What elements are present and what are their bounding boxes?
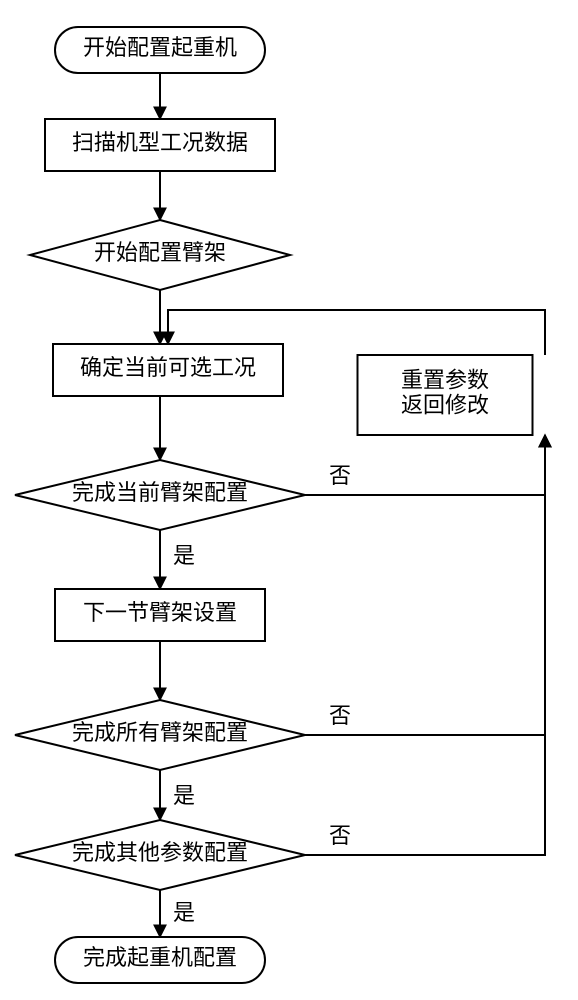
node-label: 完成其他参数配置 (72, 840, 248, 865)
node-label: 开始配置臂架 (94, 240, 226, 265)
edge-label: 否 (329, 703, 351, 728)
node-start: 开始配置起重机 (55, 27, 265, 73)
node-select: 确定当前可选工况 (53, 344, 283, 396)
node-label: 确定当前可选工况 (80, 355, 256, 380)
node-label: 扫描机型工况数据 (72, 130, 248, 155)
node-label: 完成所有臂架配置 (72, 720, 248, 745)
node-label: 重置参数返回修改 (401, 367, 489, 417)
node-label: 完成当前臂架配置 (72, 480, 248, 505)
node-doneOther: 完成其他参数配置 (15, 820, 305, 890)
node-finish: 完成起重机配置 (55, 937, 265, 983)
node-label: 下一节臂架设置 (83, 600, 237, 625)
node-doneCur: 完成当前臂架配置 (15, 460, 305, 530)
edge-label: 否 (329, 823, 351, 848)
nodes-layer: 开始配置起重机扫描机型工况数据开始配置臂架确定当前可选工况 重置参数返回修改完成当… (15, 27, 533, 983)
node-beginArm: 开始配置臂架 (30, 220, 290, 290)
flowchart-canvas: 是是是否否否开始配置起重机扫描机型工况数据开始配置臂架确定当前可选工况重置参数返… (0, 0, 578, 1000)
node-doneAll: 完成所有臂架配置 (15, 700, 305, 770)
node-nextArm: 下一节臂架设置 (55, 589, 265, 641)
edge-label: 是 (173, 900, 195, 925)
node-label: 完成起重机配置 (83, 945, 237, 970)
edge-label: 是 (173, 783, 195, 808)
edge-label: 否 (329, 463, 351, 488)
edge-label: 是 (173, 543, 195, 568)
flow-edge (305, 435, 545, 855)
node-label: 开始配置起重机 (83, 35, 237, 60)
node-scan: 扫描机型工况数据 (45, 119, 275, 171)
node-resetBox: 重置参数返回修改 (358, 355, 533, 435)
